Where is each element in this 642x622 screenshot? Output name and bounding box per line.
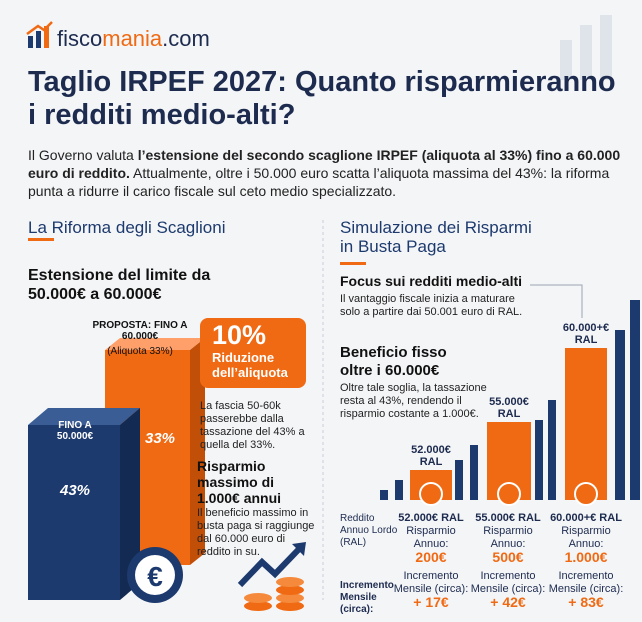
- intro-bold: l’estensione del secondo scaglione IRPEF…: [28, 147, 621, 181]
- title: Taglio IRPEF 2027: Quanto risparmieranno…: [28, 66, 616, 131]
- bg-bars: [560, 15, 612, 80]
- coin-icons: [419, 482, 598, 506]
- monthly-label: Incremento Mensile (circa):: [393, 570, 469, 595]
- monthly: + 83€: [568, 594, 604, 610]
- logo-part: .com: [162, 26, 210, 51]
- bar-label: 52.000€ RAL: [411, 444, 451, 468]
- row-label: Reddito Annuo Lordo (RAL): [340, 513, 398, 548]
- logo-part: fisco: [57, 26, 103, 51]
- table-column: 55.000€ RAL Risparmio Annuo: 500€ Increment…: [470, 512, 546, 609]
- underline: [340, 262, 366, 265]
- table-column: 60.000+€ RAL Risparmio Annuo: 1.000€ Increm…: [548, 512, 624, 609]
- logo-part: mania: [102, 26, 163, 51]
- intro-text: Il Governo valuta: [28, 147, 138, 163]
- saving-label: Risparmio Annuo:: [561, 525, 611, 550]
- saving: 500€: [492, 549, 524, 565]
- intro: Il Governo valuta l’estensione del secon…: [28, 146, 628, 200]
- leader: [530, 284, 583, 318]
- section-heading: Simulazione dei Risparmi in Busta Paga: [340, 218, 532, 256]
- cubes: [28, 338, 205, 600]
- saving: 1.000€: [564, 549, 608, 565]
- monthly: + 42€: [490, 594, 526, 610]
- focus-text: Il vantaggio fiscale inizia a maturare s…: [340, 293, 523, 318]
- note: La fascia 50-60k passerebbe dalla tassaz…: [200, 400, 305, 451]
- bar-label: 55.000€ RAL: [489, 396, 529, 420]
- col-ral: 52.000€ RAL: [398, 512, 464, 524]
- section-heading: La Riforma degli Scaglioni: [28, 218, 226, 237]
- col-ral: 55.000€ RAL: [475, 512, 541, 524]
- max-title: Risparmio massimo di 1.000€ annui: [197, 458, 282, 506]
- badge-value: 10%: [212, 320, 267, 350]
- proposal-rate: (Aliquota 33%): [107, 346, 173, 357]
- saving-label: Risparmio Annuo:: [483, 525, 533, 550]
- underline: [28, 238, 54, 241]
- proposal: PROPOSTA: FINO A 60.000€: [92, 320, 188, 342]
- bar-label: 60.000+€ RAL: [562, 322, 610, 346]
- svg-text:€: €: [147, 561, 163, 592]
- badge-text: Riduzione dell’aliquota: [212, 350, 288, 380]
- max-text: Il beneficio massimo in busta paga si ra…: [197, 507, 315, 558]
- logo-icon: [26, 21, 53, 48]
- cube-label: FINO A 50.000€: [56, 420, 94, 442]
- monthly-label: Incremento Mensile (circa):: [548, 570, 624, 595]
- euro-icon: €: [127, 547, 183, 603]
- saving: 200€: [415, 549, 447, 565]
- table-column: 52.000€ RAL Risparmio Annuo: 200€ Increment…: [393, 512, 469, 609]
- monthly: + 17€: [413, 594, 449, 610]
- intro-text: Attualmente, oltre i 50.000 euro scatta …: [28, 165, 610, 199]
- growth-icon: [237, 542, 306, 611]
- monthly-label: Incremento Mensile (circa):: [470, 570, 546, 595]
- row-label: Incremento Mensile (circa):: [340, 580, 394, 615]
- fixed-text: Oltre tale soglia, la tassazione resta a…: [340, 382, 487, 420]
- cube-rate: 33%: [145, 430, 176, 447]
- fixed-title: Beneficio fisso oltre i 60.000€: [340, 344, 447, 379]
- subheading: Estensione del limite da 50.000€ a 60.00…: [28, 267, 211, 303]
- logo: fiscomania.com: [57, 26, 210, 52]
- col-ral: 60.000+€ RAL: [550, 512, 622, 524]
- badge-bg: [200, 318, 306, 388]
- cube-rate: 43%: [60, 482, 91, 499]
- saving-label: Risparmio Annuo:: [406, 525, 456, 550]
- bg-chart: [380, 300, 640, 500]
- focus-title: Focus sui redditi medio-alti: [340, 273, 523, 289]
